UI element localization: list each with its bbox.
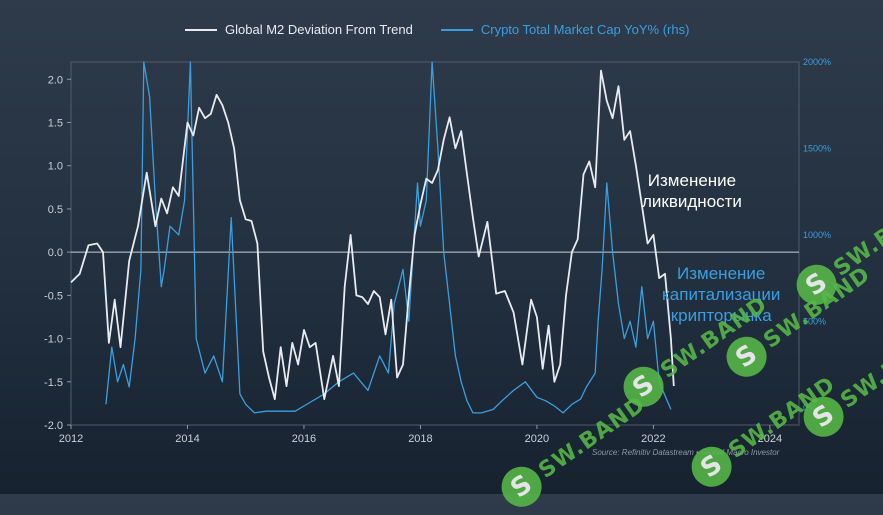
series-line-m2: [70, 69, 675, 401]
legend-swatch-crypto: [440, 28, 473, 31]
y-tick-label: 1.5: [48, 118, 63, 130]
y-tick-label: 1.0: [48, 161, 63, 173]
plot-frame: [70, 61, 800, 426]
y2-tick-label: 1500%: [803, 143, 831, 153]
y-tick-label: -1.0: [44, 334, 63, 346]
legend-swatch-m2: [185, 28, 217, 31]
series-layer: [70, 61, 675, 414]
x-tick-label: 2022: [641, 433, 665, 445]
legend-item-m2: Global M2 Deviation From Trend: [185, 22, 413, 37]
y-tick-label: 0.5: [48, 204, 63, 216]
legend: Global M2 Deviation From Trend Crypto To…: [185, 22, 689, 37]
legend-label-m2: Global M2 Deviation From Trend: [225, 22, 413, 37]
x-tick-label: 2024: [758, 433, 782, 445]
y-axis-left: 2.0 1.5 1.0 0.5 0.0 -0.5 -1.0 -1.5 -2.0: [44, 74, 71, 432]
annotation-crypto-cap: Изменение капитализации крипторынка: [662, 264, 781, 325]
source-note: Source: Refinitiv Datastream • Global Ma…: [592, 448, 780, 457]
x-tick-label: 2020: [525, 433, 549, 445]
series-line-crypto: [105, 61, 672, 414]
x-tick-label: 2018: [408, 433, 432, 445]
x-tick-label: 2012: [59, 433, 83, 445]
y-tick-label: -0.5: [44, 290, 63, 302]
x-tick-label: 2014: [175, 433, 199, 445]
legend-item-crypto: Crypto Total Market Cap YoY% (rhs): [440, 22, 690, 37]
x-axis: 2012 2014 2016 2018 2020 2022 2024: [59, 425, 782, 445]
annotation-liquidity: Изменение ликвидности: [642, 171, 742, 211]
y-tick-label: 0.0: [48, 247, 63, 259]
y2-tick-label: 1000%: [803, 230, 831, 240]
legend-label-crypto: Crypto Total Market Cap YoY% (rhs): [480, 22, 690, 37]
y-tick-label: -1.5: [44, 377, 63, 389]
y-tick-label: -2.0: [44, 420, 63, 432]
x-tick-label: 2016: [292, 433, 316, 445]
y-tick-label: 2.0: [48, 74, 63, 86]
y2-tick-label: 500%: [803, 316, 826, 326]
y-axis-right: 2000%1500%1000%500%0%: [803, 57, 831, 413]
chart-canvas: 2.0 1.5 1.0 0.5 0.0 -0.5 -1.0 -1.5 -2.0 2000% 150…: [44, 57, 831, 445]
y2-tick-label: 2000%: [803, 57, 831, 67]
